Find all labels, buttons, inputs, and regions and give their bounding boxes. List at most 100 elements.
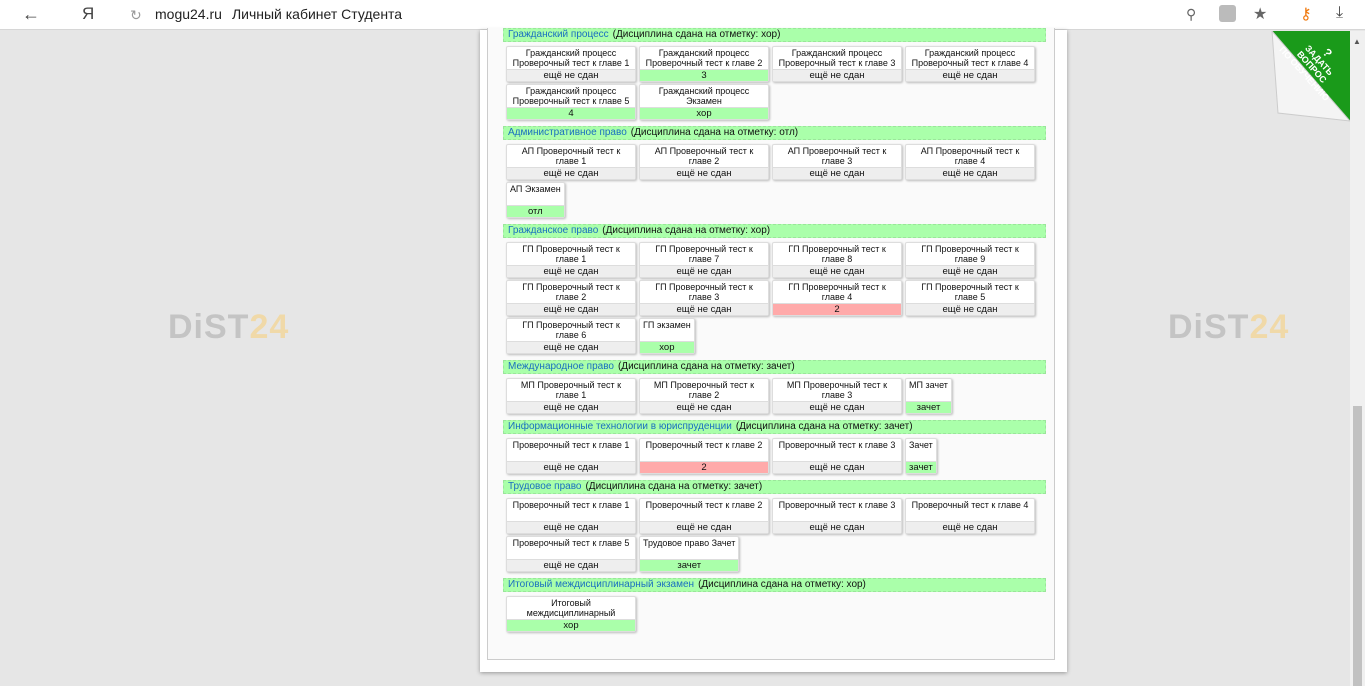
discipline-link[interactable]: Трудовое право bbox=[508, 481, 582, 492]
test-tile[interactable]: АП Проверочный тест к главе 1 ещё не сдан bbox=[506, 144, 636, 180]
test-result: ещё не сдан bbox=[507, 461, 635, 473]
test-result: ещё не сдан bbox=[906, 303, 1034, 315]
section-header: Административное право (Дисциплина сдана … bbox=[503, 126, 1046, 140]
test-title: ГП Проверочный тест к главе 4 bbox=[788, 282, 886, 302]
scrollbar[interactable]: ▲ bbox=[1350, 31, 1365, 686]
test-tile[interactable]: Трудовое право Зачет зачет bbox=[639, 536, 740, 572]
test-title: Гражданский процесс Проверочный тест к г… bbox=[778, 48, 896, 68]
discipline-status: (Дисциплина сдана на отметку: хор) bbox=[612, 29, 781, 40]
discipline-link[interactable]: Административное право bbox=[508, 127, 627, 138]
discipline-link[interactable]: Международное право bbox=[508, 361, 614, 372]
test-tile[interactable]: ГП Проверочный тест к главе 9 ещё не сдан bbox=[905, 242, 1035, 278]
test-title: Гражданский процесс Проверочный тест к г… bbox=[911, 48, 1029, 68]
test-title: Проверочный тест к главе 1 bbox=[512, 500, 630, 510]
test-tile[interactable]: МП зачет зачет bbox=[905, 378, 952, 414]
scrollbar-thumb[interactable] bbox=[1353, 406, 1362, 686]
key-icon[interactable]: ⚷ bbox=[1300, 6, 1312, 23]
discipline-link[interactable]: Гражданский процесс bbox=[508, 29, 609, 40]
reload-icon[interactable]: ↻ bbox=[130, 7, 142, 23]
test-tile[interactable]: АП Проверочный тест к главе 3 ещё не сдан bbox=[772, 144, 902, 180]
star-icon[interactable]: ★ bbox=[1253, 6, 1268, 23]
student-cabinet-card: Гражданский процесс (Дисциплина сдана на … bbox=[480, 28, 1067, 672]
test-tile[interactable]: Проверочный тест к главе 3 ещё не сдан bbox=[772, 438, 902, 474]
test-result: ещё не сдан bbox=[507, 303, 635, 315]
section-header: Гражданский процесс (Дисциплина сдана на … bbox=[503, 28, 1046, 42]
test-result: ещё не сдан bbox=[773, 461, 901, 473]
discipline-link[interactable]: Информационные технологии в юриспруденци… bbox=[508, 421, 732, 432]
test-tile[interactable]: ГП Проверочный тест к главе 5 ещё не сдан bbox=[905, 280, 1035, 316]
test-tile[interactable]: Проверочный тест к главе 1 ещё не сдан bbox=[506, 438, 636, 474]
test-result: ещё не сдан bbox=[773, 521, 901, 533]
test-tiles: Проверочный тест к главе 1 ещё не сдан Про… bbox=[503, 434, 1046, 480]
test-tile[interactable]: Проверочный тест к главе 4 ещё не сдан bbox=[905, 498, 1035, 534]
test-title: ГП Проверочный тест к главе 7 bbox=[655, 244, 753, 264]
section-header: Информационные технологии в юриспруденци… bbox=[503, 420, 1046, 434]
test-result: ещё не сдан bbox=[906, 69, 1034, 81]
test-title: МП Проверочный тест к главе 3 bbox=[786, 380, 888, 400]
test-tile[interactable]: ГП экзамен хор bbox=[639, 318, 695, 354]
back-arrow-icon[interactable]: ← bbox=[22, 4, 40, 24]
test-title: Гражданский процесс Проверочный тест к г… bbox=[512, 86, 630, 106]
test-tile[interactable]: ГП Проверочный тест к главе 3 ещё не сдан bbox=[639, 280, 769, 316]
test-result: ещё не сдан bbox=[906, 265, 1034, 277]
test-tile[interactable]: МП Проверочный тест к главе 1 ещё не сдан bbox=[506, 378, 636, 414]
disciplines-list: Гражданский процесс (Дисциплина сдана на … bbox=[503, 28, 1046, 638]
test-tile[interactable]: Проверочный тест к главе 1 ещё не сдан bbox=[506, 498, 636, 534]
test-result: ещё не сдан bbox=[507, 167, 635, 179]
test-title: Проверочный тест к главе 4 bbox=[911, 500, 1029, 510]
test-result: ещё не сдан bbox=[507, 521, 635, 533]
test-title: Проверочный тест к главе 2 bbox=[645, 440, 763, 450]
discipline-status: (Дисциплина сдана на отметку: зачет) bbox=[735, 421, 913, 432]
discipline-link[interactable]: Гражданское право bbox=[508, 225, 599, 236]
test-result: отл bbox=[507, 205, 564, 217]
translate-icon[interactable] bbox=[1219, 5, 1236, 22]
download-icon[interactable]: ⤓ bbox=[1336, 4, 1344, 21]
test-tile[interactable]: Проверочный тест к главе 3 ещё не сдан bbox=[772, 498, 902, 534]
test-tile[interactable]: Гражданский процесс Проверочный тест к г… bbox=[639, 46, 769, 82]
test-result: 2 bbox=[640, 461, 768, 473]
test-title: Проверочный тест к главе 3 bbox=[778, 440, 896, 450]
test-tile[interactable]: Гражданский процесс Проверочный тест к г… bbox=[772, 46, 902, 82]
test-tile[interactable]: Гражданский процесс Проверочный тест к г… bbox=[506, 46, 636, 82]
yandex-logo[interactable]: Я bbox=[82, 4, 95, 23]
test-tile[interactable]: Гражданский процесс Проверочный тест к г… bbox=[506, 84, 636, 120]
test-result: 3 bbox=[640, 69, 768, 81]
test-tile[interactable]: Проверочный тест к главе 2 ещё не сдан bbox=[639, 498, 769, 534]
test-result: ещё не сдан bbox=[773, 69, 901, 81]
test-title: АП Экзамен bbox=[510, 184, 561, 194]
test-tiles: ГП Проверочный тест к главе 1 ещё не сдан… bbox=[503, 238, 1046, 360]
test-tile[interactable]: АП Проверочный тест к главе 2 ещё не сдан bbox=[639, 144, 769, 180]
test-title: ГП Проверочный тест к главе 9 bbox=[921, 244, 1019, 264]
test-title: МП зачет bbox=[909, 380, 948, 390]
search-icon[interactable]: ⚲ bbox=[1186, 6, 1197, 22]
test-title: ГП Проверочный тест к главе 6 bbox=[522, 320, 620, 340]
test-tiles: Гражданский процесс Проверочный тест к г… bbox=[503, 42, 1046, 126]
test-tile[interactable]: МП Проверочный тест к главе 2 ещё не сдан bbox=[639, 378, 769, 414]
test-tile[interactable]: Проверочный тест к главе 5 ещё не сдан bbox=[506, 536, 636, 572]
discipline-link[interactable]: Итоговый междисциплинарный экзамен bbox=[508, 579, 695, 590]
test-tile[interactable]: ГП Проверочный тест к главе 2 ещё не сдан bbox=[506, 280, 636, 316]
test-tile[interactable]: АП Экзамен отл bbox=[506, 182, 565, 218]
ask-question-badge[interactable]: ? ЗАДАТЬ ВОПРОС ПО ОБУЧЕНИЮ bbox=[1270, 31, 1350, 123]
test-tile[interactable]: Проверочный тест к главе 2 2 bbox=[639, 438, 769, 474]
test-result: ещё не сдан bbox=[773, 167, 901, 179]
test-tile[interactable]: МП Проверочный тест к главе 3 ещё не сдан bbox=[772, 378, 902, 414]
test-result: ещё не сдан bbox=[906, 521, 1034, 533]
test-title: Гражданский процесс Проверочный тест к г… bbox=[512, 48, 630, 68]
test-tile[interactable]: ГП Проверочный тест к главе 7 ещё не сдан bbox=[639, 242, 769, 278]
test-tile[interactable]: АП Проверочный тест к главе 4 ещё не сдан bbox=[905, 144, 1035, 180]
test-tile[interactable]: Гражданский процесс Проверочный тест к г… bbox=[905, 46, 1035, 82]
scroll-up-icon[interactable]: ▲ bbox=[1353, 37, 1361, 46]
test-tile[interactable]: Гражданский процесс Экзамен хор bbox=[639, 84, 769, 120]
address-bar[interactable]: mogu24.ru Личный кабинет Студента bbox=[155, 6, 402, 22]
test-tile[interactable]: Итоговый междисциплинарный хор bbox=[506, 596, 636, 632]
test-tile[interactable]: Зачет зачет bbox=[905, 438, 937, 474]
test-tile[interactable]: ГП Проверочный тест к главе 6 ещё не сдан bbox=[506, 318, 636, 354]
test-title: Зачет bbox=[909, 440, 933, 450]
test-result: ещё не сдан bbox=[640, 401, 768, 413]
test-title: ГП Проверочный тест к главе 5 bbox=[921, 282, 1019, 302]
test-tile[interactable]: ГП Проверочный тест к главе 1 ещё не сдан bbox=[506, 242, 636, 278]
discipline-status: (Дисциплина сдана на отметку: хор) bbox=[602, 225, 771, 236]
test-tile[interactable]: ГП Проверочный тест к главе 8 ещё не сдан bbox=[772, 242, 902, 278]
